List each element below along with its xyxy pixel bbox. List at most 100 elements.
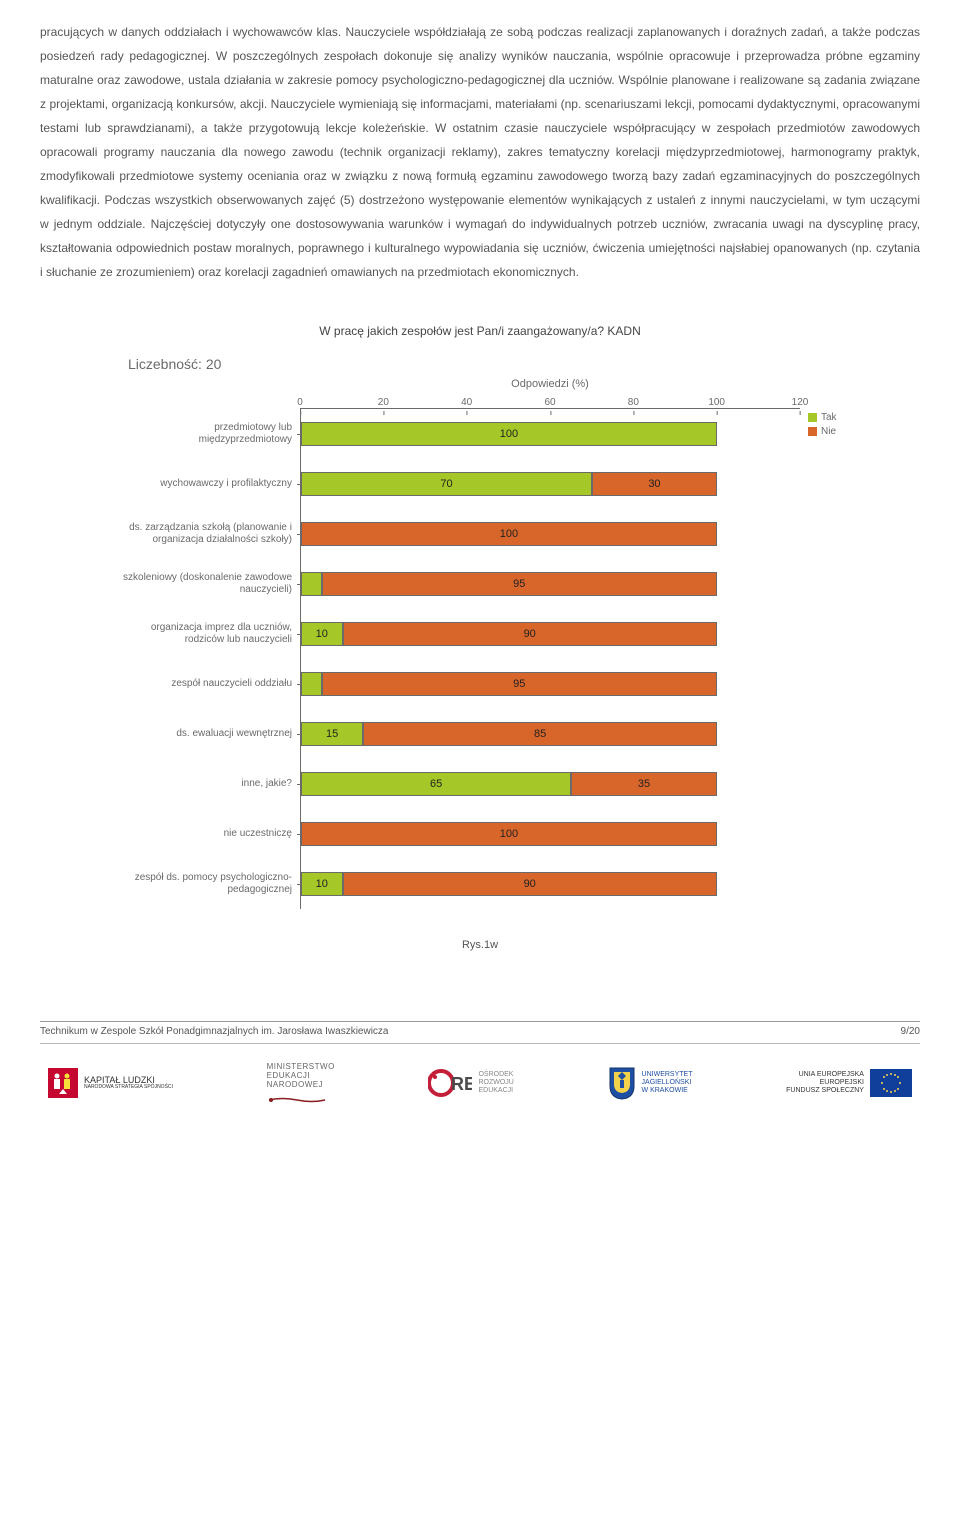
- chart-body: Odpowiedzi (%) 0 20 40 60 80 100 120 przedmiot…: [120, 378, 840, 909]
- chart-row: ds. ewaluacji wewnętrznej1585: [120, 709, 800, 759]
- uj-l1: UNIWERSYTET: [642, 1071, 693, 1079]
- bar-segment-tak: 10: [301, 622, 343, 646]
- row-bar-area: 1585: [300, 709, 800, 759]
- row-label: ds. ewaluacji wewnętrznej: [120, 728, 300, 741]
- x-axis-title: Odpowiedzi (%): [300, 378, 800, 390]
- men-underline-icon: [267, 1096, 327, 1104]
- bar: 6535: [301, 772, 717, 796]
- x-axis-ticks: 020406080100120: [300, 394, 800, 408]
- kapital-sub: NARODOWA STRATEGIA SPÓJNOŚCI: [84, 1085, 173, 1091]
- row-bar-area: 6535: [300, 759, 800, 809]
- row-bar-area: 95: [300, 559, 800, 609]
- uj-shield-icon: [608, 1066, 636, 1100]
- chart-row: organizacja imprez dla uczniów, rodziców…: [120, 609, 800, 659]
- bar-segment-nie: 100: [301, 822, 717, 846]
- chart-row: zespół ds. pomocy psychologiczno-pedagog…: [120, 859, 800, 909]
- men-l2: EDUKACJI: [267, 1071, 335, 1080]
- footer-hairline: [40, 1043, 920, 1044]
- row-bar-area: 95: [300, 659, 800, 709]
- uj-l3: W KRAKOWIE: [642, 1087, 693, 1095]
- bar: 100: [301, 822, 717, 846]
- legend-label: Tak: [821, 412, 837, 423]
- legend-swatch: [808, 413, 817, 422]
- row-bar-area: 100: [300, 509, 800, 559]
- legend-swatch: [808, 427, 817, 436]
- row-label: zespół nauczycieli oddziału: [120, 678, 300, 691]
- chart-legend: Tak Nie: [800, 412, 840, 909]
- row-bar-area: 1090: [300, 609, 800, 659]
- ore-l2: ROZWOJU: [478, 1079, 513, 1087]
- x-tick: 60: [544, 397, 555, 408]
- bar: 100: [301, 422, 717, 446]
- bar-segment-tak: 70: [301, 472, 592, 496]
- row-bar-area: 7030: [300, 459, 800, 509]
- chart-row: wychowawczy i profilaktyczny7030: [120, 459, 800, 509]
- legend-item: Nie: [808, 426, 840, 437]
- ore-l3: EDUKACJI: [478, 1087, 513, 1095]
- logo-ue: UNIA EUROPEJSKA EUROPEJSKI FUNDUSZ SPOŁE…: [786, 1069, 912, 1097]
- bar-segment-nie: 100: [301, 522, 717, 546]
- legend-label: Nie: [821, 426, 836, 437]
- chart-row: nie uczestniczę100: [120, 809, 800, 859]
- row-label: wychowawczy i profilaktyczny: [120, 478, 300, 491]
- bar-segment-tak: 10: [301, 872, 343, 896]
- x-tick: 20: [378, 397, 389, 408]
- logo-men: MINISTERSTWO EDUKACJI NARODOWEJ: [267, 1062, 335, 1104]
- logo-ore: RE OŚRODEK ROZWOJU EDUKACJI: [428, 1066, 513, 1100]
- chart-row: przedmiotowy lub międzyprzedmiotowy100: [120, 409, 800, 459]
- bar-segment-nie: 85: [363, 722, 716, 746]
- footer-left: Technikum w Zespole Szkół Ponadgimnazjal…: [40, 1026, 388, 1037]
- ore-l1: OŚRODEK: [478, 1071, 513, 1079]
- uj-l2: JAGIELLOŃSKI: [642, 1079, 693, 1087]
- bar-segment-tak: 100: [301, 422, 717, 446]
- bar: 95: [301, 572, 717, 596]
- chart-title: W pracę jakich zespołów jest Pan/i zaang…: [120, 324, 840, 338]
- bar-segment-tak: [301, 672, 322, 696]
- bar-segment-tak: [301, 572, 322, 596]
- x-tick: 0: [297, 397, 303, 408]
- row-label: ds. zarządzania szkołą (planowanie i org…: [120, 522, 300, 547]
- row-label: szkoleniowy (doskonalenie zawodowe naucz…: [120, 572, 300, 597]
- row-label: organizacja imprez dla uczniów, rodziców…: [120, 622, 300, 647]
- row-bar-area: 100: [300, 409, 800, 459]
- logo-kapital-ludzki: KAPITAŁ LUDZKI NARODOWA STRATEGIA SPÓJNO…: [48, 1068, 173, 1098]
- chart-subtitle: Liczebność: 20: [128, 356, 840, 372]
- bar-segment-nie: 90: [343, 622, 717, 646]
- bar: 7030: [301, 472, 717, 496]
- body-paragraph: pracujących w danych oddziałach i wychow…: [40, 20, 920, 284]
- men-l1: MINISTERSTWO: [267, 1062, 335, 1071]
- chart-row: inne, jakie?6535: [120, 759, 800, 809]
- row-label: nie uczestniczę: [120, 828, 300, 841]
- svg-text:RE: RE: [451, 1074, 472, 1094]
- men-l3: NARODOWEJ: [267, 1080, 335, 1089]
- x-tick: 120: [792, 397, 809, 408]
- bar-segment-nie: 90: [343, 872, 717, 896]
- row-label: przedmiotowy lub międzyprzedmiotowy: [120, 422, 300, 447]
- kapital-ludzki-icon: [48, 1068, 78, 1098]
- axis-spacer: [120, 378, 300, 409]
- x-tick: 80: [628, 397, 639, 408]
- chart-row: ds. zarządzania szkołą (planowanie i org…: [120, 509, 800, 559]
- bar-segment-nie: 95: [322, 572, 717, 596]
- legend-item: Tak: [808, 412, 840, 423]
- row-label: inne, jakie?: [120, 778, 300, 791]
- x-tick: 40: [461, 397, 472, 408]
- bar: 100: [301, 522, 717, 546]
- bar: 1090: [301, 622, 717, 646]
- row-bar-area: 1090: [300, 859, 800, 909]
- chart-rows: przedmiotowy lub międzyprzedmiotowy100wy…: [120, 409, 800, 909]
- ue-l2: EUROPEJSKI: [786, 1079, 864, 1087]
- bar: 95: [301, 672, 717, 696]
- ue-l3: FUNDUSZ SPOŁECZNY: [786, 1087, 864, 1095]
- x-tick: 100: [708, 397, 725, 408]
- logo-uj: UNIWERSYTET JAGIELLOŃSKI W KRAKOWIE: [608, 1066, 693, 1100]
- ue-l1: UNIA EUROPEJSKA: [786, 1071, 864, 1079]
- figure-caption: Rys.1w: [40, 939, 920, 951]
- footer-page-number: 9/20: [901, 1026, 920, 1037]
- bar-segment-tak: 15: [301, 722, 363, 746]
- chart-row: szkoleniowy (doskonalenie zawodowe naucz…: [120, 559, 800, 609]
- chart-container: W pracę jakich zespołów jest Pan/i zaang…: [120, 314, 840, 919]
- bar-segment-nie: 95: [322, 672, 717, 696]
- eu-flag-icon: [870, 1069, 912, 1097]
- row-label: zespół ds. pomocy psychologiczno-pedagog…: [120, 872, 300, 897]
